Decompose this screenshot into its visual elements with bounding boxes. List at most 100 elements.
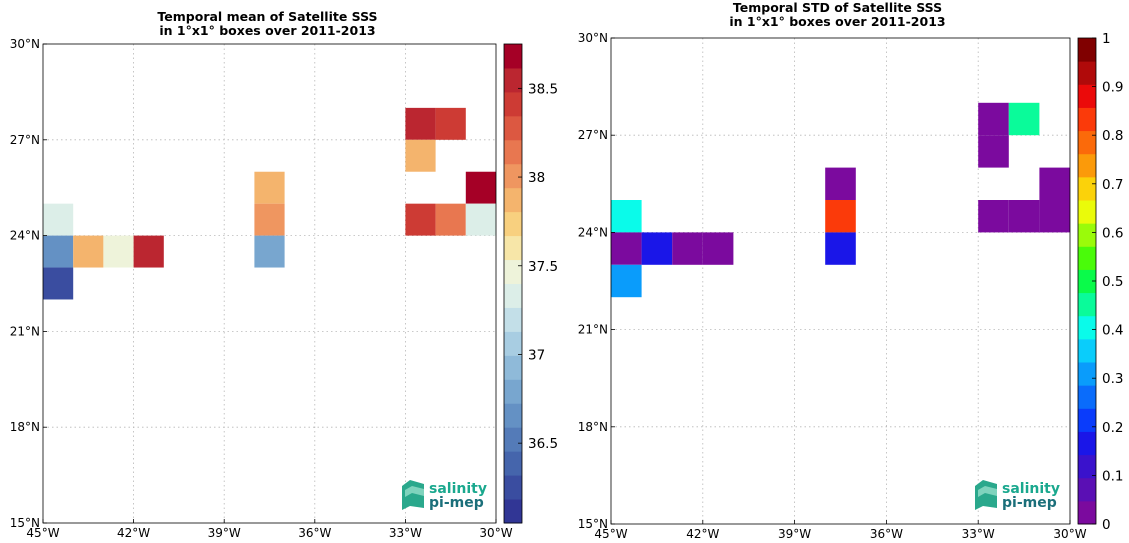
heatmap-cell: [103, 235, 134, 268]
chart-title-line2: in 1°x1° boxes over 2011-2013: [159, 23, 376, 38]
colorbar-tick-label: 38: [528, 170, 545, 186]
y-tick-label: 24°N: [10, 229, 40, 243]
y-tick-label: 30°N: [578, 31, 608, 45]
colorbar-tick-label: 0.3: [1102, 371, 1123, 387]
colorbar-swatch: [504, 115, 522, 141]
logo-text-salinity: salinity: [429, 481, 487, 497]
y-tick-label: 15°N: [10, 516, 40, 530]
colorbar-swatch: [504, 427, 522, 452]
chart-title-line1: Temporal STD of Satellite SSS: [732, 0, 943, 15]
x-tick-label: 30°W: [1053, 527, 1086, 541]
colorbar-swatch: [1078, 500, 1096, 525]
heatmap-cell: [133, 235, 164, 268]
heatmap-cell: [405, 107, 436, 140]
colorbar-swatch: [504, 379, 522, 404]
colorbar-swatch: [504, 211, 522, 237]
heatmap-cell: [825, 232, 856, 265]
heatmap-cell: [435, 107, 466, 140]
x-tick-label: 30°W: [479, 526, 512, 540]
colorbar-swatch: [1078, 107, 1096, 132]
heatmap-cell: [43, 235, 74, 268]
heatmap-cell: [43, 267, 74, 300]
heatmap-cell: [254, 171, 285, 204]
colorbar-tick-label: 37: [528, 347, 545, 363]
heatmap-cell: [254, 235, 285, 268]
y-tick-label: 21°N: [578, 323, 608, 337]
colorbar-swatch: [504, 67, 522, 93]
y-tick-label: 27°N: [578, 128, 608, 142]
colorbar-swatch: [1078, 176, 1096, 201]
colorbar-swatch: [1078, 385, 1096, 409]
y-tick-label: 21°N: [10, 324, 40, 338]
chart-title: Temporal mean of Satellite SSS in 1°x1° …: [40, 10, 495, 38]
colorbar-tick-label: 0.5: [1102, 274, 1123, 290]
colorbar-tick-label: 0.9: [1102, 80, 1123, 96]
heatmap-cell: [465, 171, 496, 204]
colorbar-tick-label: 36.5: [528, 436, 558, 452]
colorbar-swatch: [504, 403, 522, 428]
colorbar-tick-label: 0.4: [1102, 323, 1123, 339]
colorbar-swatch: [1078, 130, 1096, 155]
colorbar-swatch: [504, 259, 522, 284]
heatmap-cell: [611, 264, 642, 298]
chart-title-line1: Temporal mean of Satellite SSS: [157, 9, 378, 24]
logo-wave-icon: [975, 480, 997, 510]
colorbar-tick-label: 0: [1102, 517, 1111, 533]
logo-wave-icon: [402, 480, 424, 510]
colorbar-swatch: [1078, 84, 1096, 108]
colorbar-swatch: [504, 44, 522, 69]
colorbar-swatch: [504, 91, 522, 117]
plot-frame: [42, 43, 497, 524]
plot-frame: [610, 37, 1071, 525]
chart-title: Temporal STD of Satellite SSS in 1°x1° b…: [610, 1, 1065, 29]
heatmap-cell: [702, 232, 734, 265]
std-sss-chart-panel: Temporal STD of Satellite SSS in 1°x1° b…: [565, 0, 1129, 543]
heatmap-cell: [825, 200, 856, 233]
heatmap-cell: [1008, 200, 1040, 233]
mean-sss-chart-panel: Temporal mean of Satellite SSS in 1°x1° …: [0, 0, 560, 543]
colorbar-tick-label: 0.6: [1102, 225, 1123, 241]
heatmap-cell: [405, 139, 436, 172]
heatmap-cell: [672, 232, 703, 265]
colorbar-swatch: [504, 139, 522, 165]
chart-title-line2: in 1°x1° boxes over 2011-2013: [729, 14, 946, 29]
x-tick-label: 36°W: [298, 526, 331, 540]
heatmap-cell: [978, 102, 1009, 136]
colorbar-swatch: [1078, 292, 1096, 317]
x-tick-label: 33°W: [389, 526, 422, 540]
colorbar-tick-label: 1: [1102, 31, 1111, 47]
colorbar-swatch: [1078, 477, 1096, 502]
heatmap-cell: [611, 232, 642, 265]
heatmap-cell: [611, 200, 642, 233]
heatmap-cell: [43, 203, 74, 236]
logo-text-pi-mep: pi-mep: [1002, 495, 1057, 511]
colorbar-tick-label: 0.8: [1102, 128, 1123, 144]
y-tick-label: 18°N: [578, 420, 608, 434]
colorbar-swatch: [1078, 431, 1096, 456]
colorbar-tick-label: 38.5: [528, 81, 558, 97]
colorbar-swatch: [504, 499, 522, 524]
colorbar-swatch: [1078, 153, 1096, 178]
y-tick-label: 30°N: [10, 37, 40, 51]
heatmap-cell: [825, 167, 856, 200]
colorbar-swatch: [1078, 61, 1096, 85]
colorbar-swatch: [1078, 454, 1096, 479]
x-tick-label: 42°W: [117, 526, 150, 540]
x-tick-label: 33°W: [962, 527, 995, 541]
colorbar-swatch: [504, 475, 522, 500]
heatmap-cell: [1039, 167, 1070, 200]
logo-text-salinity: salinity: [1002, 481, 1060, 497]
colorbar-swatch: [1078, 362, 1096, 386]
colorbar-swatch: [504, 283, 522, 308]
colorbar-swatch: [1078, 408, 1096, 432]
heatmap-cell: [405, 203, 436, 236]
colorbar-tick-label: 0.2: [1102, 420, 1123, 436]
colorbar-swatch: [1078, 269, 1096, 294]
colorbar-swatch: [504, 451, 522, 476]
y-tick-label: 27°N: [10, 133, 40, 147]
colorbar-frame: [503, 43, 523, 524]
x-tick-label: 39°W: [778, 527, 811, 541]
heatmap-cell: [641, 232, 673, 265]
